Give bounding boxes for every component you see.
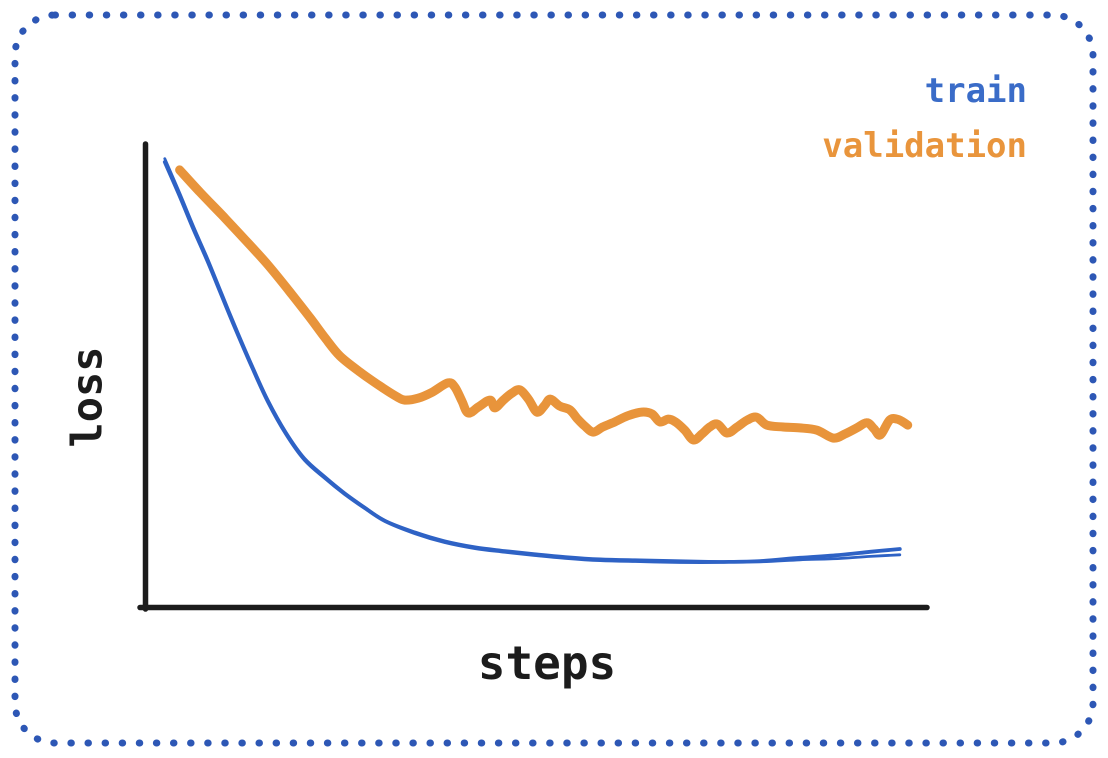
dotted-border [11,11,1097,747]
legend-item-validation: validation [822,125,1027,166]
y-axis-label: loss [62,346,112,448]
train-line [162,160,902,564]
validation-line [175,165,913,445]
legend-item-train: train [924,71,1027,111]
train-line-echo [163,157,902,564]
legend: train validation [822,71,1027,166]
x-axis-label: steps [477,636,617,690]
